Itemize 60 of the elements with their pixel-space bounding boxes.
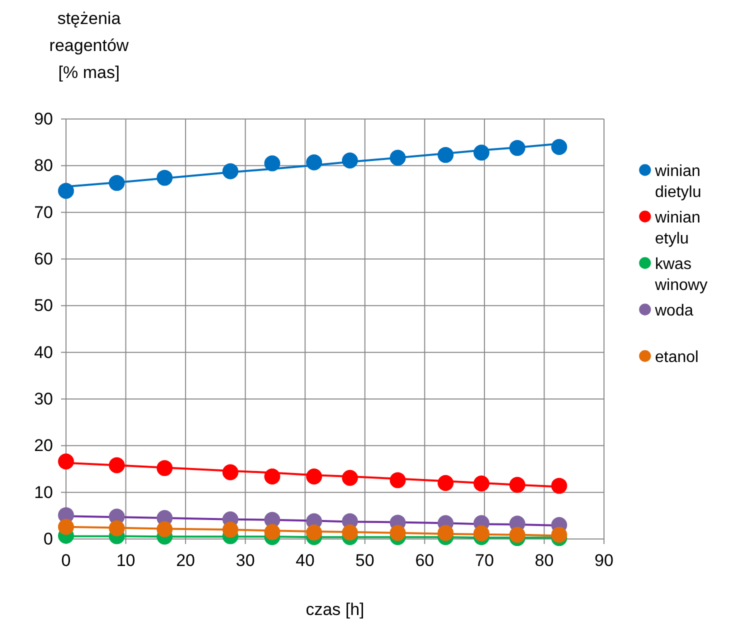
point xyxy=(222,522,238,538)
point xyxy=(342,524,358,540)
point xyxy=(509,140,526,156)
x-tick-label: 40 xyxy=(296,551,315,570)
point xyxy=(390,472,406,488)
x-tick-label: 60 xyxy=(415,551,434,570)
point xyxy=(342,152,358,168)
x-tick-label: 50 xyxy=(355,551,374,570)
point xyxy=(222,163,238,180)
y-tick-label: 60 xyxy=(34,249,53,268)
y-tick-label: 40 xyxy=(34,342,53,362)
y-tick-label: 80 xyxy=(34,156,53,176)
point xyxy=(222,464,238,480)
point xyxy=(58,182,74,199)
point xyxy=(108,520,125,536)
point xyxy=(58,518,74,535)
point xyxy=(438,146,454,163)
y-tick-label: 70 xyxy=(34,202,53,222)
point xyxy=(438,475,454,491)
x-tick-label: 0 xyxy=(61,551,71,570)
point xyxy=(438,524,454,541)
legend-label: woda xyxy=(654,302,694,320)
point xyxy=(264,524,280,540)
point xyxy=(108,457,125,474)
point xyxy=(390,150,406,166)
x-tick-label: 80 xyxy=(534,551,554,570)
point xyxy=(551,526,568,543)
point xyxy=(264,155,280,172)
y-tick-label: 0 xyxy=(44,529,53,548)
point xyxy=(306,468,322,484)
point xyxy=(390,524,406,541)
point xyxy=(108,174,125,191)
y-tick-label: 20 xyxy=(34,436,53,456)
x-tick-label: 30 xyxy=(236,551,255,570)
point xyxy=(306,154,322,170)
y-tick-label: 30 xyxy=(34,389,53,408)
point xyxy=(473,476,490,492)
point xyxy=(342,470,358,486)
point xyxy=(264,468,280,484)
point xyxy=(306,524,322,540)
x-tick-label: 70 xyxy=(474,551,494,570)
y-tick-label: 50 xyxy=(34,296,53,316)
y-tick-label: 90 xyxy=(34,109,53,128)
point xyxy=(551,478,568,494)
y-axis-title: stężenia reagentów [% mas] xyxy=(49,9,130,82)
point xyxy=(156,460,173,476)
point xyxy=(551,139,568,155)
y-tick-label: 10 xyxy=(34,482,53,502)
point xyxy=(473,144,490,161)
x-tick-label: 90 xyxy=(594,551,614,570)
point xyxy=(156,521,173,538)
point xyxy=(509,476,526,493)
x-tick-label: 10 xyxy=(116,551,136,570)
point xyxy=(58,454,74,470)
x-axis-title: czas [h] xyxy=(306,600,364,619)
legend-label: etanol xyxy=(655,349,699,366)
point xyxy=(473,525,490,542)
x-tick-label: 20 xyxy=(176,551,196,570)
point xyxy=(509,526,526,543)
point xyxy=(156,170,173,186)
